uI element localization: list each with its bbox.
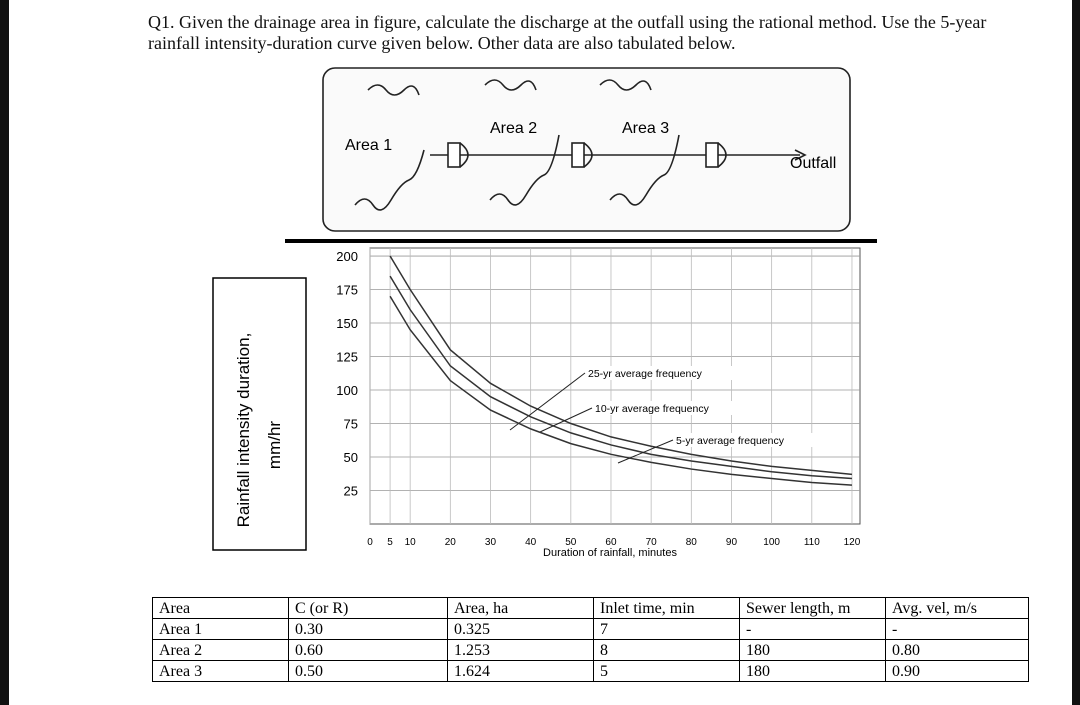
- table-row: Area 3 0.50 1.624 5 180 0.90: [152, 660, 1029, 682]
- x-tick-label: 100: [763, 537, 780, 548]
- table-cell: 8: [593, 639, 740, 661]
- question: Q1. Given the drainage area in figure, c…: [148, 12, 987, 53]
- x-tick-label: 30: [485, 537, 497, 548]
- y-tick-label: 100: [336, 383, 358, 398]
- table-row: Area 2 0.60 1.253 8 180 0.80: [152, 639, 1029, 661]
- x-tick-label: 0: [367, 537, 373, 548]
- table-cell: 1.624: [447, 660, 594, 682]
- table-cell: 5: [593, 660, 740, 682]
- x-axis-label: Duration of rainfall, minutes: [543, 547, 677, 559]
- area-label: Area 2: [490, 120, 537, 137]
- table-cell: Area 3: [152, 660, 289, 682]
- table-cell: 0.90: [885, 660, 1029, 682]
- table-cell: 0.50: [288, 660, 448, 682]
- x-tick-label: 110: [804, 537, 820, 548]
- curve: [389, 295, 853, 486]
- table-cell: Avg. vel, m/s: [885, 597, 1029, 619]
- table-cell: -: [885, 618, 1029, 640]
- y-tick-label: 175: [336, 283, 358, 298]
- table-cell: 7: [593, 618, 740, 640]
- x-tick-label: 80: [686, 537, 698, 548]
- table-row: Area C (or R) Area, ha Inlet time, min Sewer…: [152, 597, 1029, 619]
- y-axis-label: mm/hr: [265, 421, 284, 470]
- table-cell: 0.60: [288, 639, 448, 661]
- table-cell: C (or R): [288, 597, 448, 619]
- y-tick-label: 75: [344, 417, 358, 432]
- table-cell: -: [739, 618, 886, 640]
- table-cell: Area: [152, 597, 289, 619]
- table-cell: 180: [739, 639, 886, 661]
- right-edge: [1072, 0, 1080, 705]
- table-row: Area 1 0.30 0.325 7- -: [152, 618, 1029, 640]
- drainage-diagram: [322, 67, 851, 232]
- table-cell: 0.325: [447, 618, 594, 640]
- x-tick-label: 5: [387, 537, 393, 548]
- area-label: Area 1: [345, 137, 392, 154]
- y-tick-label: 125: [336, 350, 358, 365]
- table-cell: 180: [739, 660, 886, 682]
- x-tick-label: 50: [565, 537, 577, 548]
- y-tick-label: 25: [344, 484, 358, 499]
- x-tick-label: 90: [726, 537, 738, 548]
- y-label-box: [212, 277, 307, 551]
- x-tick-label: 70: [646, 537, 658, 548]
- x-tick-label: 10: [405, 537, 417, 548]
- table-cell: 0.80: [885, 639, 1029, 661]
- table-cell: Area 2: [152, 639, 289, 661]
- curve: [389, 275, 853, 480]
- curve: [389, 255, 853, 476]
- divider: [285, 239, 877, 243]
- leader-line: [539, 407, 593, 433]
- leader-line: [509, 372, 586, 431]
- leader-line: [617, 439, 674, 464]
- area-label: Outfall: [790, 155, 836, 172]
- table-cell: 0.30: [288, 618, 448, 640]
- area-label: Area 3: [622, 120, 669, 137]
- series-annotation: 25-yr average frequency: [588, 368, 703, 380]
- table-cell: Area, ha: [447, 597, 594, 619]
- y-tick-label: 50: [344, 450, 358, 465]
- series-annotation: 10-yr average frequency: [595, 403, 710, 415]
- y-tick-label: 200: [336, 249, 358, 264]
- y-axis-label: Rainfall intensity duration,: [234, 333, 253, 528]
- x-tick-label: 40: [525, 537, 537, 548]
- x-tick-label: 60: [605, 537, 617, 548]
- table-cell: Inlet time, min: [593, 597, 740, 619]
- series-annotation: 5-yr average frequency: [676, 435, 785, 447]
- table-cell: 1.253: [447, 639, 594, 661]
- left-edge: [0, 0, 9, 705]
- annotation-bg: [586, 366, 736, 380]
- annotation-bg: [674, 433, 824, 447]
- table-cell: Sewer length, m: [739, 597, 886, 619]
- data-table: Area C (or R) Area, ha Inlet time, min Sewer…: [152, 597, 1029, 682]
- x-tick-label: 120: [844, 537, 861, 548]
- x-tick-label: 20: [445, 537, 457, 548]
- table-cell: Area 1: [152, 618, 289, 640]
- y-tick-label: 150: [336, 316, 358, 331]
- annotation-bg: [593, 401, 743, 415]
